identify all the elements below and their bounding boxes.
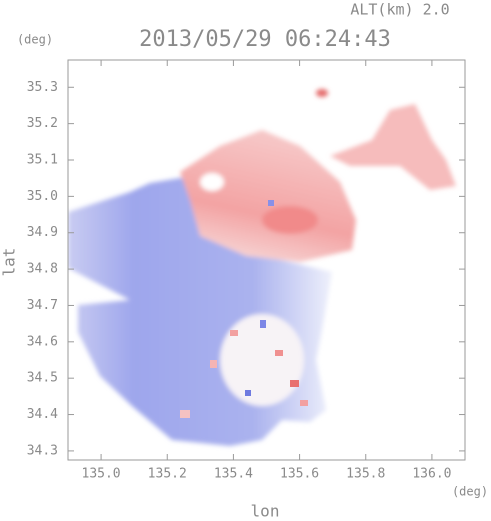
speckle bbox=[245, 390, 251, 396]
receding-cell bbox=[316, 89, 328, 97]
speckle bbox=[300, 400, 308, 406]
receding-region bbox=[180, 130, 356, 262]
clear-gap bbox=[220, 314, 304, 406]
core bbox=[262, 206, 318, 234]
y-tick-label: 34.3 bbox=[27, 443, 58, 458]
x-tick-label: 135.8 bbox=[346, 467, 385, 482]
y-tick-label: 34.6 bbox=[27, 334, 58, 349]
speckle bbox=[275, 350, 283, 356]
y-axis-label: lat bbox=[0, 248, 19, 277]
x-unit: (deg) bbox=[452, 485, 488, 499]
speckle bbox=[290, 380, 299, 387]
y-tick-label: 35.0 bbox=[27, 189, 58, 204]
y-tick-label: 35.1 bbox=[27, 153, 58, 168]
speckle bbox=[230, 330, 238, 336]
chart-title: 2013/05/29 06:24:43 bbox=[139, 27, 391, 52]
y-tick-label: 34.5 bbox=[27, 371, 58, 386]
y-tick-label: 34.4 bbox=[27, 407, 58, 422]
y-tick-label: 35.3 bbox=[27, 80, 58, 95]
speckle bbox=[180, 410, 190, 418]
y-tick-label: 34.7 bbox=[27, 298, 58, 313]
x-axis-label: lon bbox=[251, 502, 280, 521]
clear-gap bbox=[200, 173, 224, 191]
speckle bbox=[268, 200, 274, 206]
y-tick-label: 34.8 bbox=[27, 262, 58, 277]
y-tick-label: 34.9 bbox=[27, 225, 58, 240]
altitude-label: ALT(km) 2.0 bbox=[350, 1, 449, 19]
x-tick-label: 135.2 bbox=[148, 467, 187, 482]
speckles bbox=[180, 200, 308, 418]
x-tick-label: 136.0 bbox=[412, 467, 451, 482]
velocity-field bbox=[68, 89, 456, 446]
x-tick-label: 135.0 bbox=[82, 467, 121, 482]
speckle bbox=[260, 320, 266, 328]
speckle bbox=[210, 360, 217, 368]
y-tick-label: 35.2 bbox=[27, 116, 58, 131]
x-tick-label: 135.6 bbox=[280, 467, 319, 482]
x-tick-label: 135.4 bbox=[214, 467, 253, 482]
plot-frame bbox=[67, 59, 466, 461]
y-unit: (deg) bbox=[17, 33, 53, 47]
receding-arm bbox=[330, 104, 456, 190]
